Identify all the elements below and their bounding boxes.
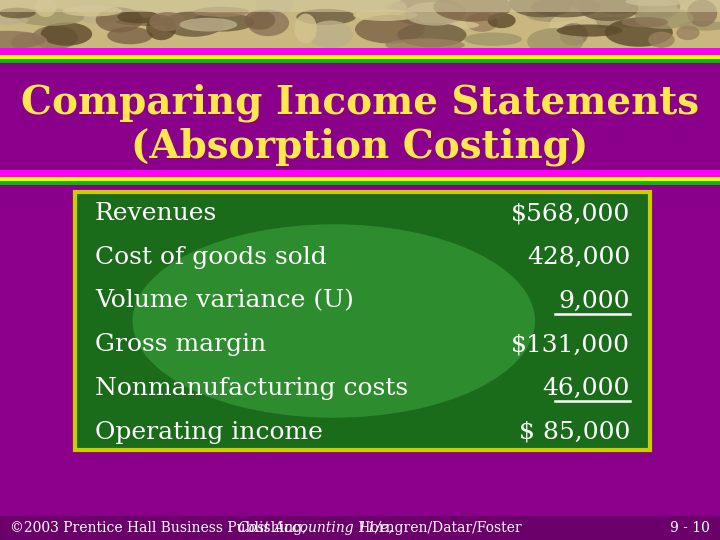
Ellipse shape [132,224,535,418]
Ellipse shape [387,0,466,26]
Ellipse shape [15,9,84,26]
Bar [0,181,720,185]
Ellipse shape [385,38,465,52]
Ellipse shape [149,12,186,31]
Ellipse shape [687,0,717,27]
Ellipse shape [629,0,680,19]
Ellipse shape [626,0,686,6]
Ellipse shape [676,25,700,40]
Bar [0,177,720,181]
Ellipse shape [464,32,522,46]
Bar [0,516,720,540]
Bar [0,63,720,173]
Ellipse shape [190,13,255,31]
Ellipse shape [509,0,574,17]
Bar [75,192,650,450]
Text: Nonmanufacturing costs: Nonmanufacturing costs [95,377,408,400]
Ellipse shape [579,0,639,21]
Ellipse shape [146,15,176,40]
Ellipse shape [648,32,675,48]
Ellipse shape [116,17,192,26]
Ellipse shape [384,1,407,15]
Ellipse shape [0,16,29,25]
Ellipse shape [163,11,224,37]
Ellipse shape [41,22,92,46]
Ellipse shape [308,21,353,49]
Ellipse shape [247,10,289,36]
Ellipse shape [679,21,720,31]
Text: Revenues: Revenues [95,202,217,226]
Text: Cost of goods sold: Cost of goods sold [95,246,327,269]
Bar [0,59,720,63]
Ellipse shape [35,0,56,17]
Ellipse shape [559,23,588,46]
Ellipse shape [621,17,668,28]
Ellipse shape [117,11,160,23]
Ellipse shape [549,12,597,38]
Ellipse shape [433,0,512,22]
Ellipse shape [355,15,425,44]
Bar [0,170,720,177]
Ellipse shape [466,13,498,32]
Text: ©2003 Prentice Hall Business Publishing,: ©2003 Prentice Hall Business Publishing, [10,521,311,535]
Ellipse shape [256,0,293,17]
Text: Horngren/Datar/Foster: Horngren/Datar/Foster [354,521,522,535]
Ellipse shape [557,24,622,37]
Text: Volume variance (U): Volume variance (U) [95,289,354,313]
Text: Cost Accounting 11/e,: Cost Accounting 11/e, [238,521,392,535]
Ellipse shape [635,8,694,29]
Ellipse shape [0,31,45,49]
Text: 46,000: 46,000 [543,377,630,400]
Text: 9,000: 9,000 [559,289,630,313]
Bar [0,48,720,55]
Ellipse shape [591,0,643,15]
Text: $131,000: $131,000 [511,333,630,356]
Ellipse shape [294,14,317,43]
Ellipse shape [96,8,143,32]
Text: 428,000: 428,000 [527,246,630,269]
Text: $ 85,000: $ 85,000 [518,421,630,443]
Ellipse shape [531,0,600,17]
Ellipse shape [179,18,237,31]
Ellipse shape [297,9,356,25]
Text: $568,000: $568,000 [510,202,630,226]
Ellipse shape [11,33,48,51]
Text: Comparing Income Statements: Comparing Income Statements [21,84,699,122]
Ellipse shape [572,0,592,10]
Ellipse shape [405,2,464,25]
Text: 9 - 10: 9 - 10 [670,521,710,535]
Ellipse shape [605,18,673,47]
Ellipse shape [631,0,678,22]
Ellipse shape [107,27,153,44]
Ellipse shape [63,5,122,17]
Text: Operating income: Operating income [95,421,323,443]
Bar [0,0,720,12]
Ellipse shape [194,7,249,17]
Ellipse shape [32,25,78,49]
Ellipse shape [526,8,580,22]
Ellipse shape [487,13,516,28]
Ellipse shape [78,9,118,24]
Text: (Absorption Costing): (Absorption Costing) [131,128,589,166]
Ellipse shape [0,8,35,18]
Ellipse shape [244,10,275,30]
Bar [0,55,720,59]
Bar [0,0,720,48]
Ellipse shape [434,21,480,29]
Ellipse shape [527,28,584,55]
Ellipse shape [353,10,418,21]
Ellipse shape [415,36,449,56]
Ellipse shape [575,17,646,28]
Text: Gross margin: Gross margin [95,333,266,356]
Ellipse shape [397,23,467,48]
